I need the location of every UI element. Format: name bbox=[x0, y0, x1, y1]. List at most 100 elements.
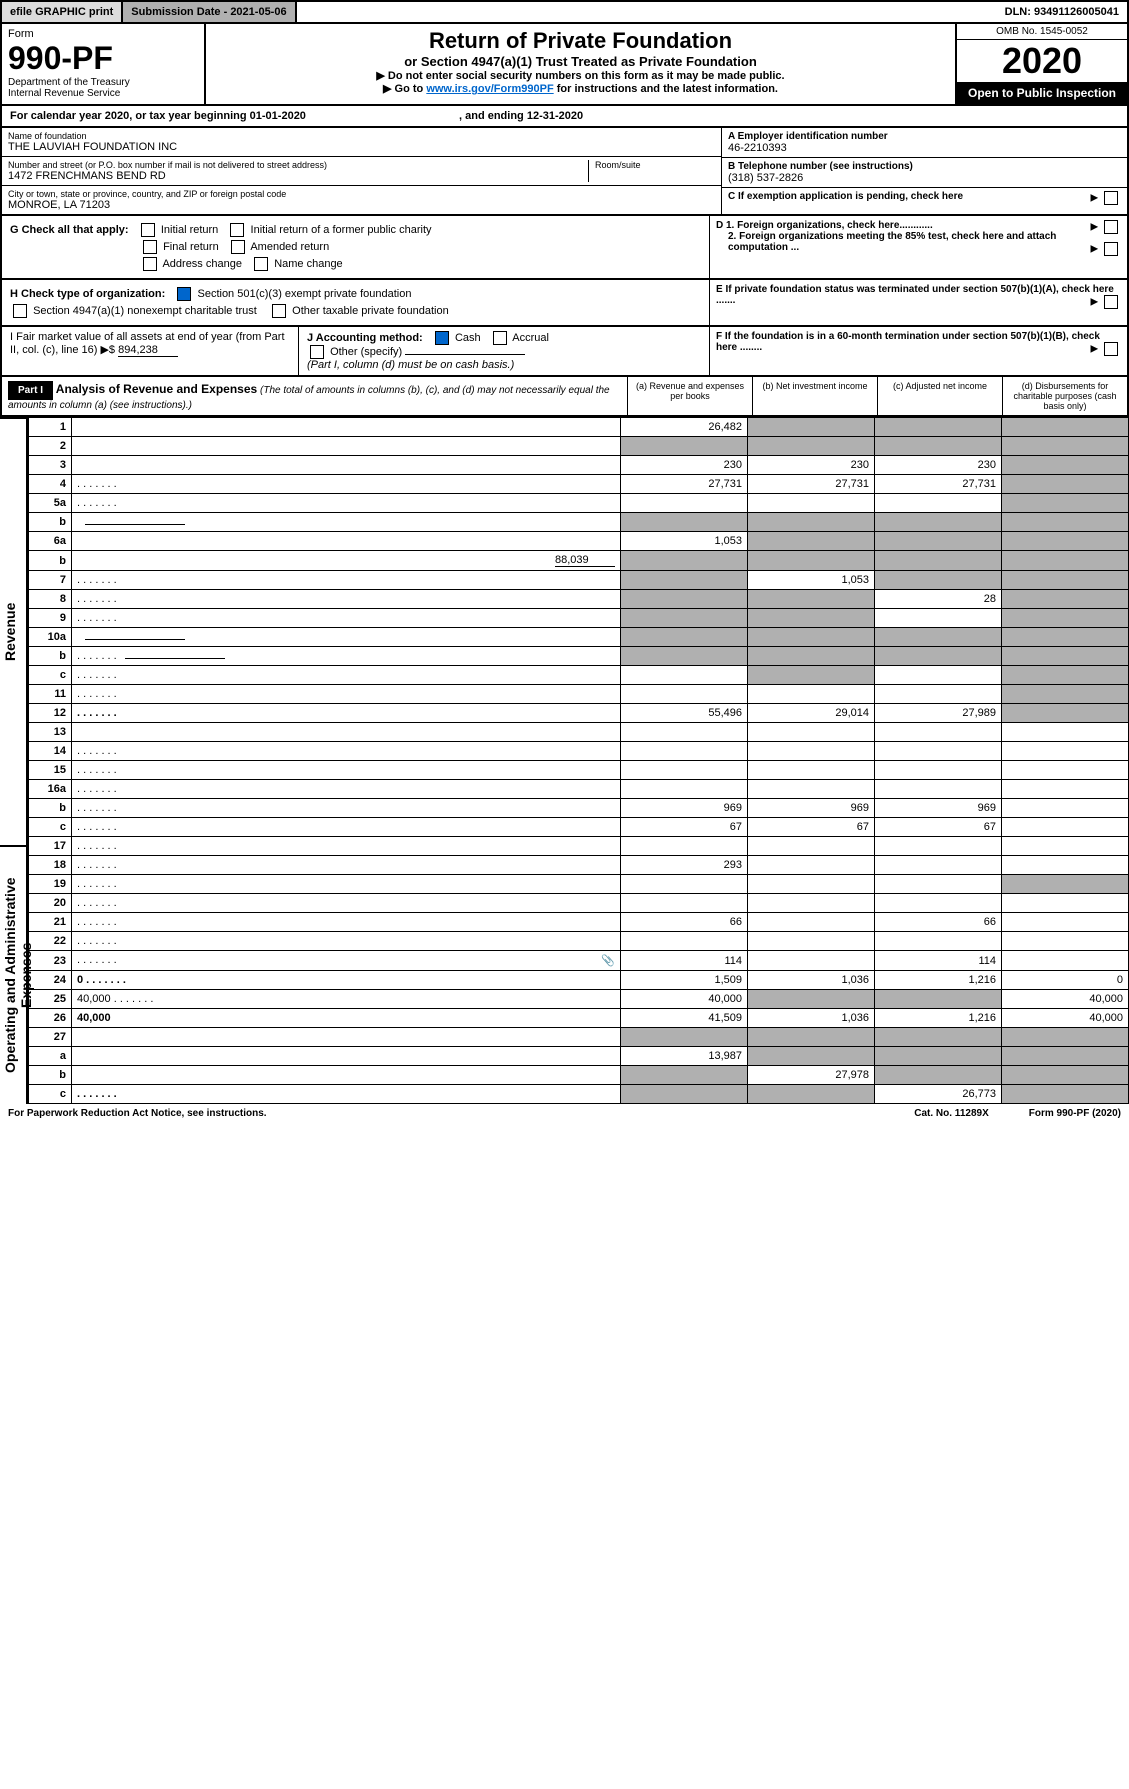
cell-a bbox=[621, 932, 748, 951]
checkbox-amended[interactable] bbox=[231, 240, 245, 254]
cell-a: 55,496 bbox=[621, 704, 748, 723]
cell-c: 26,773 bbox=[875, 1085, 1002, 1104]
irs-link[interactable]: www.irs.gov/Form990PF bbox=[426, 83, 553, 95]
cell-d bbox=[1002, 837, 1129, 856]
cell-d bbox=[1002, 513, 1129, 532]
cell-d bbox=[1002, 951, 1129, 971]
table-row: b88,039 bbox=[29, 551, 1129, 571]
city-cell: City or town, state or province, country… bbox=[2, 186, 721, 214]
f-check: F If the foundation is in a 60-month ter… bbox=[709, 327, 1127, 375]
row-num: 15 bbox=[29, 761, 72, 780]
attachment-icon[interactable]: 📎 bbox=[601, 954, 615, 967]
checkbox-f[interactable] bbox=[1104, 342, 1118, 356]
cell-b bbox=[748, 1047, 875, 1066]
col-a-header: (a) Revenue and expenses per books bbox=[627, 377, 752, 415]
checkbox-other-taxable[interactable] bbox=[272, 304, 286, 318]
part1-header: Part I Analysis of Revenue and Expenses … bbox=[0, 377, 1129, 417]
cell-a: 230 bbox=[621, 456, 748, 475]
table-row: c . . . . . . .676767 bbox=[29, 818, 1129, 837]
vert-labels: Revenue Operating and Administrative Exp… bbox=[0, 417, 28, 1104]
row-num: c bbox=[29, 1085, 72, 1104]
cell-a: 66 bbox=[621, 913, 748, 932]
checkbox-other-method[interactable] bbox=[310, 345, 324, 359]
checkbox-501c3[interactable]: ✓ bbox=[177, 287, 191, 301]
table-row: b bbox=[29, 513, 1129, 532]
form-header: Form 990-PF Department of the Treasury I… bbox=[0, 24, 1129, 106]
row-desc bbox=[72, 1066, 621, 1085]
checkbox-e[interactable] bbox=[1104, 295, 1118, 309]
cell-d bbox=[1002, 818, 1129, 837]
row-num: 2 bbox=[29, 437, 72, 456]
checkbox-cash[interactable]: ✓ bbox=[435, 331, 449, 345]
cell-c bbox=[875, 1066, 1002, 1085]
cell-a bbox=[621, 761, 748, 780]
row-num: 8 bbox=[29, 590, 72, 609]
dln: DLN: 93491126005041 bbox=[997, 2, 1127, 22]
cell-c bbox=[875, 990, 1002, 1009]
cell-b: 1,036 bbox=[748, 971, 875, 990]
cell-b bbox=[748, 494, 875, 513]
row-num: 14 bbox=[29, 742, 72, 761]
checkbox-final[interactable] bbox=[143, 240, 157, 254]
checkbox-accrual[interactable] bbox=[493, 331, 507, 345]
foundation-name: THE LAUVIAH FOUNDATION INC bbox=[8, 141, 715, 153]
table-row: 2540,000 . . . . . . .40,00040,000 bbox=[29, 990, 1129, 1009]
checkbox-initial-former[interactable] bbox=[230, 223, 244, 237]
checkbox-4947[interactable] bbox=[13, 304, 27, 318]
row-desc: . . . . . . . bbox=[72, 704, 621, 723]
calendar-year-row: For calendar year 2020, or tax year begi… bbox=[0, 106, 1129, 128]
checkbox-initial[interactable] bbox=[141, 223, 155, 237]
cell-a bbox=[621, 780, 748, 799]
cell-d bbox=[1002, 913, 1129, 932]
phone-value: (318) 537-2826 bbox=[728, 172, 1121, 184]
cell-d bbox=[1002, 1066, 1129, 1085]
row-num: 5a bbox=[29, 494, 72, 513]
cell-b bbox=[748, 856, 875, 875]
cell-d: 40,000 bbox=[1002, 990, 1129, 1009]
row-desc bbox=[72, 456, 621, 475]
cell-d bbox=[1002, 1047, 1129, 1066]
cell-a bbox=[621, 551, 748, 571]
table-row: 126,482 bbox=[29, 418, 1129, 437]
cell-c bbox=[875, 666, 1002, 685]
cell-a bbox=[621, 628, 748, 647]
cell-a: 114 bbox=[621, 951, 748, 971]
cell-a bbox=[621, 571, 748, 590]
cell-c: 27,731 bbox=[875, 475, 1002, 494]
row-desc: . . . . . . . bbox=[72, 837, 621, 856]
checkbox-name-change[interactable] bbox=[254, 257, 268, 271]
table-row: 3230230230 bbox=[29, 456, 1129, 475]
table-row: 2 bbox=[29, 437, 1129, 456]
cell-c: 230 bbox=[875, 456, 1002, 475]
cell-b: 29,014 bbox=[748, 704, 875, 723]
checkbox-d1[interactable] bbox=[1104, 220, 1118, 234]
cell-b bbox=[748, 685, 875, 704]
i-fmv: I Fair market value of all assets at end… bbox=[2, 327, 299, 375]
table-row: 8 . . . . . . .28 bbox=[29, 590, 1129, 609]
cell-c bbox=[875, 494, 1002, 513]
checkbox-c[interactable] bbox=[1104, 191, 1118, 205]
row-desc bbox=[72, 628, 621, 647]
cell-a: 27,731 bbox=[621, 475, 748, 494]
checkbox-d2[interactable] bbox=[1104, 242, 1118, 256]
row-desc: 40,000 . . . . . . . bbox=[72, 990, 621, 1009]
cell-a bbox=[621, 647, 748, 666]
cell-d bbox=[1002, 742, 1129, 761]
row-num: c bbox=[29, 666, 72, 685]
row-desc: . . . . . . . bbox=[72, 799, 621, 818]
row-desc bbox=[72, 532, 621, 551]
tax-year: 2020 bbox=[957, 40, 1127, 82]
row-desc bbox=[72, 1028, 621, 1047]
table-row: c . . . . . . . bbox=[29, 666, 1129, 685]
row-desc: . . . . . . . bbox=[72, 913, 621, 932]
row-num: b bbox=[29, 513, 72, 532]
cell-c bbox=[875, 723, 1002, 742]
checkbox-addr-change[interactable] bbox=[143, 257, 157, 271]
row-num: 23 bbox=[29, 951, 72, 971]
row-desc: 88,039 bbox=[72, 551, 621, 571]
cell-b bbox=[748, 894, 875, 913]
checks-left: G Check all that apply: Initial return I… bbox=[2, 216, 709, 278]
g-row: G Check all that apply: Initial return I… bbox=[10, 223, 701, 237]
cell-b bbox=[748, 590, 875, 609]
row-num: 25 bbox=[29, 990, 72, 1009]
